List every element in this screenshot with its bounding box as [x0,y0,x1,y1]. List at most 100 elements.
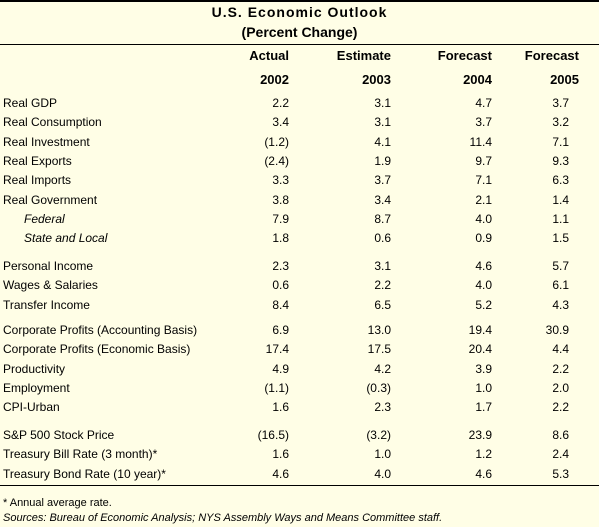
top-border [0,0,599,2]
row-label: Employment [3,380,70,395]
cell-value: (1.2) [264,134,289,149]
cell-value: (0.3) [366,380,391,395]
cell-value: (16.5) [257,428,289,442]
cell-value: 4.0 [475,278,492,293]
cell-value: 3.4 [374,192,391,207]
cell-value: 2.2 [552,400,569,415]
table-row: Corporate Profits (Economic Basis) 17.4 17… [0,342,599,361]
cell-value: 4.3 [552,297,569,312]
row-label: Real Exports [3,153,72,168]
cell-value: 1.4 [552,192,569,207]
table-row: Real Imports 3.3 3.7 7.1 6.3 [0,173,599,192]
cell-value: 4.4 [552,342,569,357]
table-row: Wages & Salaries 0.6 2.2 4.0 6.1 [0,278,599,297]
col-head-estimate: Estimate [336,48,391,63]
cell-value: 4.7 [475,96,492,110]
cell-value: 2.4 [552,447,569,462]
cell-value: 6.1 [552,278,569,293]
cell-value: 23.9 [468,428,492,442]
table-row: Employment (1.1) (0.3) 1.0 2.0 [0,381,599,400]
cell-value: 8.4 [272,297,289,312]
table-row: Real Government 3.8 3.4 2.1 1.4 [0,193,599,212]
cell-value: 3.8 [272,192,289,207]
footnote: * Annual average rate. [3,497,112,509]
row-label: Corporate Profits (Economic Basis) [3,342,191,357]
cell-value: 2.2 [272,96,289,110]
cell-value: 4.0 [374,466,391,481]
cell-value: 3.7 [475,115,492,130]
cell-value: 5.3 [552,466,569,481]
row-label: Corporate Profits (Accounting Basis) [3,323,198,337]
col-year-2002: 2002 [260,72,289,87]
cell-value: 3.3 [272,173,289,188]
cell-value: 3.9 [475,361,492,376]
cell-value: 2.3 [374,400,391,415]
cell-value: 0.6 [272,278,289,293]
cell-value: 1.7 [475,400,492,415]
cell-value: 20.4 [468,342,492,357]
table-row: Corporate Profits (Accounting Basis) 6.9 1… [0,323,599,342]
cell-value: 1.0 [374,447,391,462]
cell-value: 7.9 [272,211,289,226]
cell-value: 0.6 [374,231,391,246]
table-row: Real Consumption 3.4 3.1 3.7 3.2 [0,115,599,134]
col-year-2004: 2004 [463,72,492,87]
table-row: Personal Income 2.3 3.1 4.6 5.7 [0,259,599,278]
cell-value: 3.1 [374,96,391,110]
cell-value: 8.6 [552,428,569,442]
cell-value: 4.1 [374,134,391,149]
cell-value: 1.6 [272,400,289,415]
cell-value: (1.1) [264,380,289,395]
row-label: Real Government [3,192,98,207]
cell-value: 1.0 [475,380,492,395]
row-label: Transfer Income [3,297,90,312]
header-divider [0,44,599,45]
cell-value: 6.3 [552,173,569,188]
table-row: S&P 500 Stock Price (16.5) (3.2) 23.9 8.6 [0,428,599,447]
row-label: Real GDP [3,96,58,110]
table-row: Federal 7.9 8.7 4.0 1.1 [0,212,599,231]
col-head-forecast-2004: Forecast [437,48,492,63]
cell-value: 3.1 [374,115,391,130]
col-head-actual: Actual [249,48,289,63]
cell-value: 3.1 [374,259,391,273]
cell-value: 2.0 [552,380,569,395]
col-head-forecast-2005: Forecast [524,48,579,63]
cell-value: 0.9 [475,231,492,246]
cell-value: 19.4 [468,323,492,337]
row-label: State and Local [24,231,108,246]
col-year-2003: 2003 [362,72,391,87]
table-title: U.S. Economic Outlook [211,4,388,20]
cell-value: 6.5 [374,297,391,312]
cell-value: 1.8 [272,231,289,246]
cell-value: 7.1 [552,134,569,149]
cell-value: 2.1 [475,192,492,207]
cell-value: 1.2 [475,447,492,462]
cell-value: 30.9 [545,323,569,337]
cell-value: 1.6 [272,447,289,462]
cell-value: 6.9 [272,323,289,337]
row-label: S&P 500 Stock Price [3,428,115,442]
cell-value: 3.7 [374,173,391,188]
cell-value: 7.1 [475,173,492,188]
row-label: Real Imports [3,173,72,188]
cell-value: 2.2 [374,278,391,293]
table-row: Treasury Bond Rate (10 year)* 4.6 4.0 4.6 5.… [0,467,599,486]
cell-value: 4.9 [272,361,289,376]
table-row: State and Local 1.8 0.6 0.9 1.5 [0,231,599,250]
table-subtitle: (Percent Change) [241,24,358,40]
cell-value: (3.2) [366,428,391,442]
table-row: Real Investment (1.2) 4.1 11.4 7.1 [0,135,599,154]
row-label: Real Consumption [3,115,102,130]
cell-value: 3.7 [552,96,569,110]
row-label: Real Investment [3,134,90,149]
cell-value: 8.7 [374,211,391,226]
cell-value: 2.3 [272,259,289,273]
cell-value: 1.9 [374,153,391,168]
table-row: Productivity 4.9 4.2 3.9 2.2 [0,362,599,381]
table-row: CPI-Urban 1.6 2.3 1.7 2.2 [0,400,599,419]
cell-value: 11.4 [469,134,492,149]
cell-value: 3.4 [272,115,289,130]
row-label: Personal Income [3,259,94,273]
